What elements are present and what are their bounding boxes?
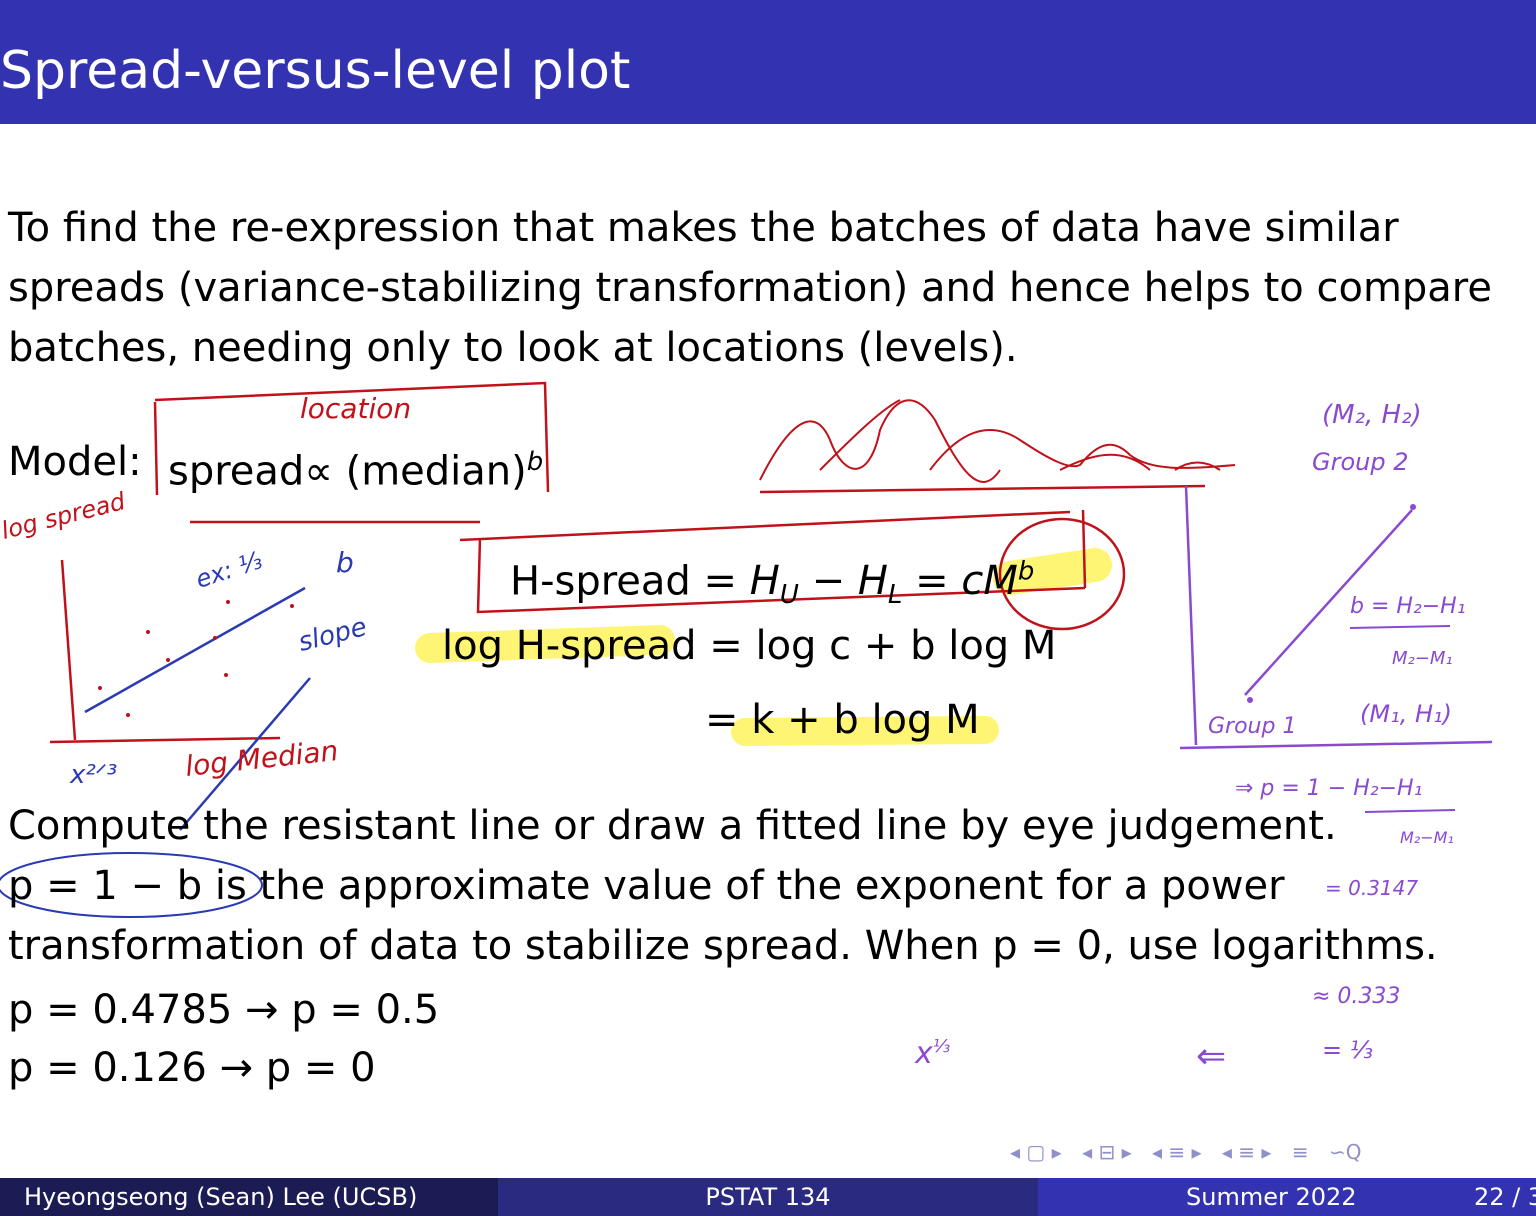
annotation-equals-third: = ⅓ — [1322, 1036, 1373, 1064]
equation-2: log H-spread = log c + b log M — [442, 616, 1056, 676]
annotation-approx-value: = 0.3147 — [1325, 876, 1419, 900]
annotation-x-third: x⅓ — [915, 1036, 950, 1071]
compute-line: Compute the resistant line or draw a fit… — [8, 803, 1337, 849]
p-line-2: transformation of data to stabilize spre… — [8, 923, 1438, 969]
example-2: p = 0.126 → p = 0 — [8, 1045, 376, 1091]
nav-section-icon[interactable]: ◂ ≡ ▸ — [1151, 1140, 1202, 1164]
nav-search-icon[interactable]: ∽Q — [1328, 1140, 1362, 1164]
annotation-x-third-base: x — [915, 1036, 933, 1071]
sketch-points — [98, 600, 294, 717]
equation-2-rhs: = log c + b log M — [709, 623, 1057, 669]
footer-term-page: Summer 2022 22 / 3 — [1038, 1178, 1536, 1216]
group-y-axis — [1184, 485, 1198, 746]
annotation-b-formula-den: M₂−M₁ — [1392, 648, 1453, 669]
equation-2-lhs: log H-spread — [442, 623, 697, 669]
annotation-m1h1: (M₁, H₁) — [1360, 700, 1452, 728]
density-curves — [759, 399, 1236, 483]
annotation-b-formula: b = H₂−H₁ — [1350, 594, 1466, 619]
annotation-x-two-thirds: x²ᐟ³ — [70, 760, 118, 790]
intro-line-3: batches, needing only to look at locatio… — [8, 325, 1018, 371]
density-baseline — [759, 484, 1206, 494]
p-fraction-bar — [1364, 809, 1456, 813]
nav-document-icon[interactable]: ◂ ≡ ▸ — [1221, 1140, 1272, 1164]
intro-line-1: To find the re-expression that makes the… — [8, 205, 1399, 251]
model-label: Model: — [8, 439, 142, 485]
annotation-log-spread: log spread — [0, 487, 129, 545]
equation-3: = k + b log M — [705, 697, 980, 743]
title-bar: Spread-versus-level plot — [0, 0, 1536, 124]
sketch-x-axis — [49, 736, 281, 744]
model-expression-text: spread∝ (median) — [168, 448, 527, 495]
footer-author: Hyeongseong (Sean) Lee (UCSB) — [0, 1178, 498, 1216]
annotation-left-arrow: ⇐ — [1196, 1036, 1227, 1077]
example-1: p = 0.4785 → p = 0.5 — [8, 987, 440, 1033]
intro-line-2: spreads (variance-stabilizing transforma… — [8, 265, 1492, 311]
slide-title: Spread-versus-level plot — [0, 41, 631, 101]
nav-subsection-icon[interactable]: ◂ ⊟ ▸ — [1082, 1140, 1132, 1164]
footer-course: PSTAT 134 — [498, 1178, 1038, 1216]
annotation-ex: ex: ⅓ — [192, 546, 266, 594]
annotation-log-median: log Median — [183, 734, 340, 783]
annotation-p-formula-den: M₂−M₁ — [1400, 828, 1454, 847]
group2-point — [1410, 504, 1416, 510]
group-x-axis — [1179, 740, 1493, 750]
b-fraction-bar — [1349, 625, 1451, 629]
footer-author-text: Hyeongseong (Sean) Lee (UCSB) — [24, 1183, 418, 1211]
annotation-group2: Group 2 — [1312, 448, 1409, 476]
footer-page-number: 22 / 3 — [1474, 1183, 1536, 1211]
annotation-b: b — [336, 546, 354, 579]
annotation-approx-third: ≈ 0.333 — [1312, 984, 1401, 1009]
footer: Hyeongseong (Sean) Lee (UCSB) PSTAT 134 … — [0, 1178, 1536, 1216]
annotation-slope: slope — [295, 612, 370, 658]
equation-1-rhs: = HU − HL = cMb — [703, 557, 1035, 611]
beamer-navigation: ◂ ▢ ▸ ◂ ⊟ ▸ ◂ ≡ ▸ ◂ ≡ ▸ ≡ ∽Q — [1010, 1140, 1536, 1168]
nav-menu-icon[interactable]: ≡ — [1291, 1140, 1309, 1164]
model-exponent: b — [526, 447, 544, 477]
equation-1-lhs: H-spread — [510, 558, 691, 605]
model-expression: spread∝ (median)b — [168, 432, 543, 501]
sketch-fit-line — [84, 586, 306, 714]
group1-point — [1247, 697, 1253, 703]
annotation-location: location — [300, 392, 412, 425]
annotation-group1: Group 1 — [1208, 714, 1297, 739]
nav-frame-icon[interactable]: ◂ ▢ ▸ — [1010, 1140, 1062, 1164]
annotation-p-formula: ⇒ p = 1 − H₂−H₁ — [1235, 776, 1423, 801]
annotation-m2h2: (M₂, H₂) — [1322, 400, 1422, 430]
sketch-y-axis — [60, 559, 77, 741]
footer-term: Summer 2022 — [1186, 1183, 1357, 1211]
annotation-x-third-exp: ⅓ — [932, 1036, 951, 1057]
p-line-1: p = 1 − b is the approximate value of th… — [8, 863, 1285, 909]
equation-1: H-spread = HU − HL = cMb — [510, 542, 1034, 625]
